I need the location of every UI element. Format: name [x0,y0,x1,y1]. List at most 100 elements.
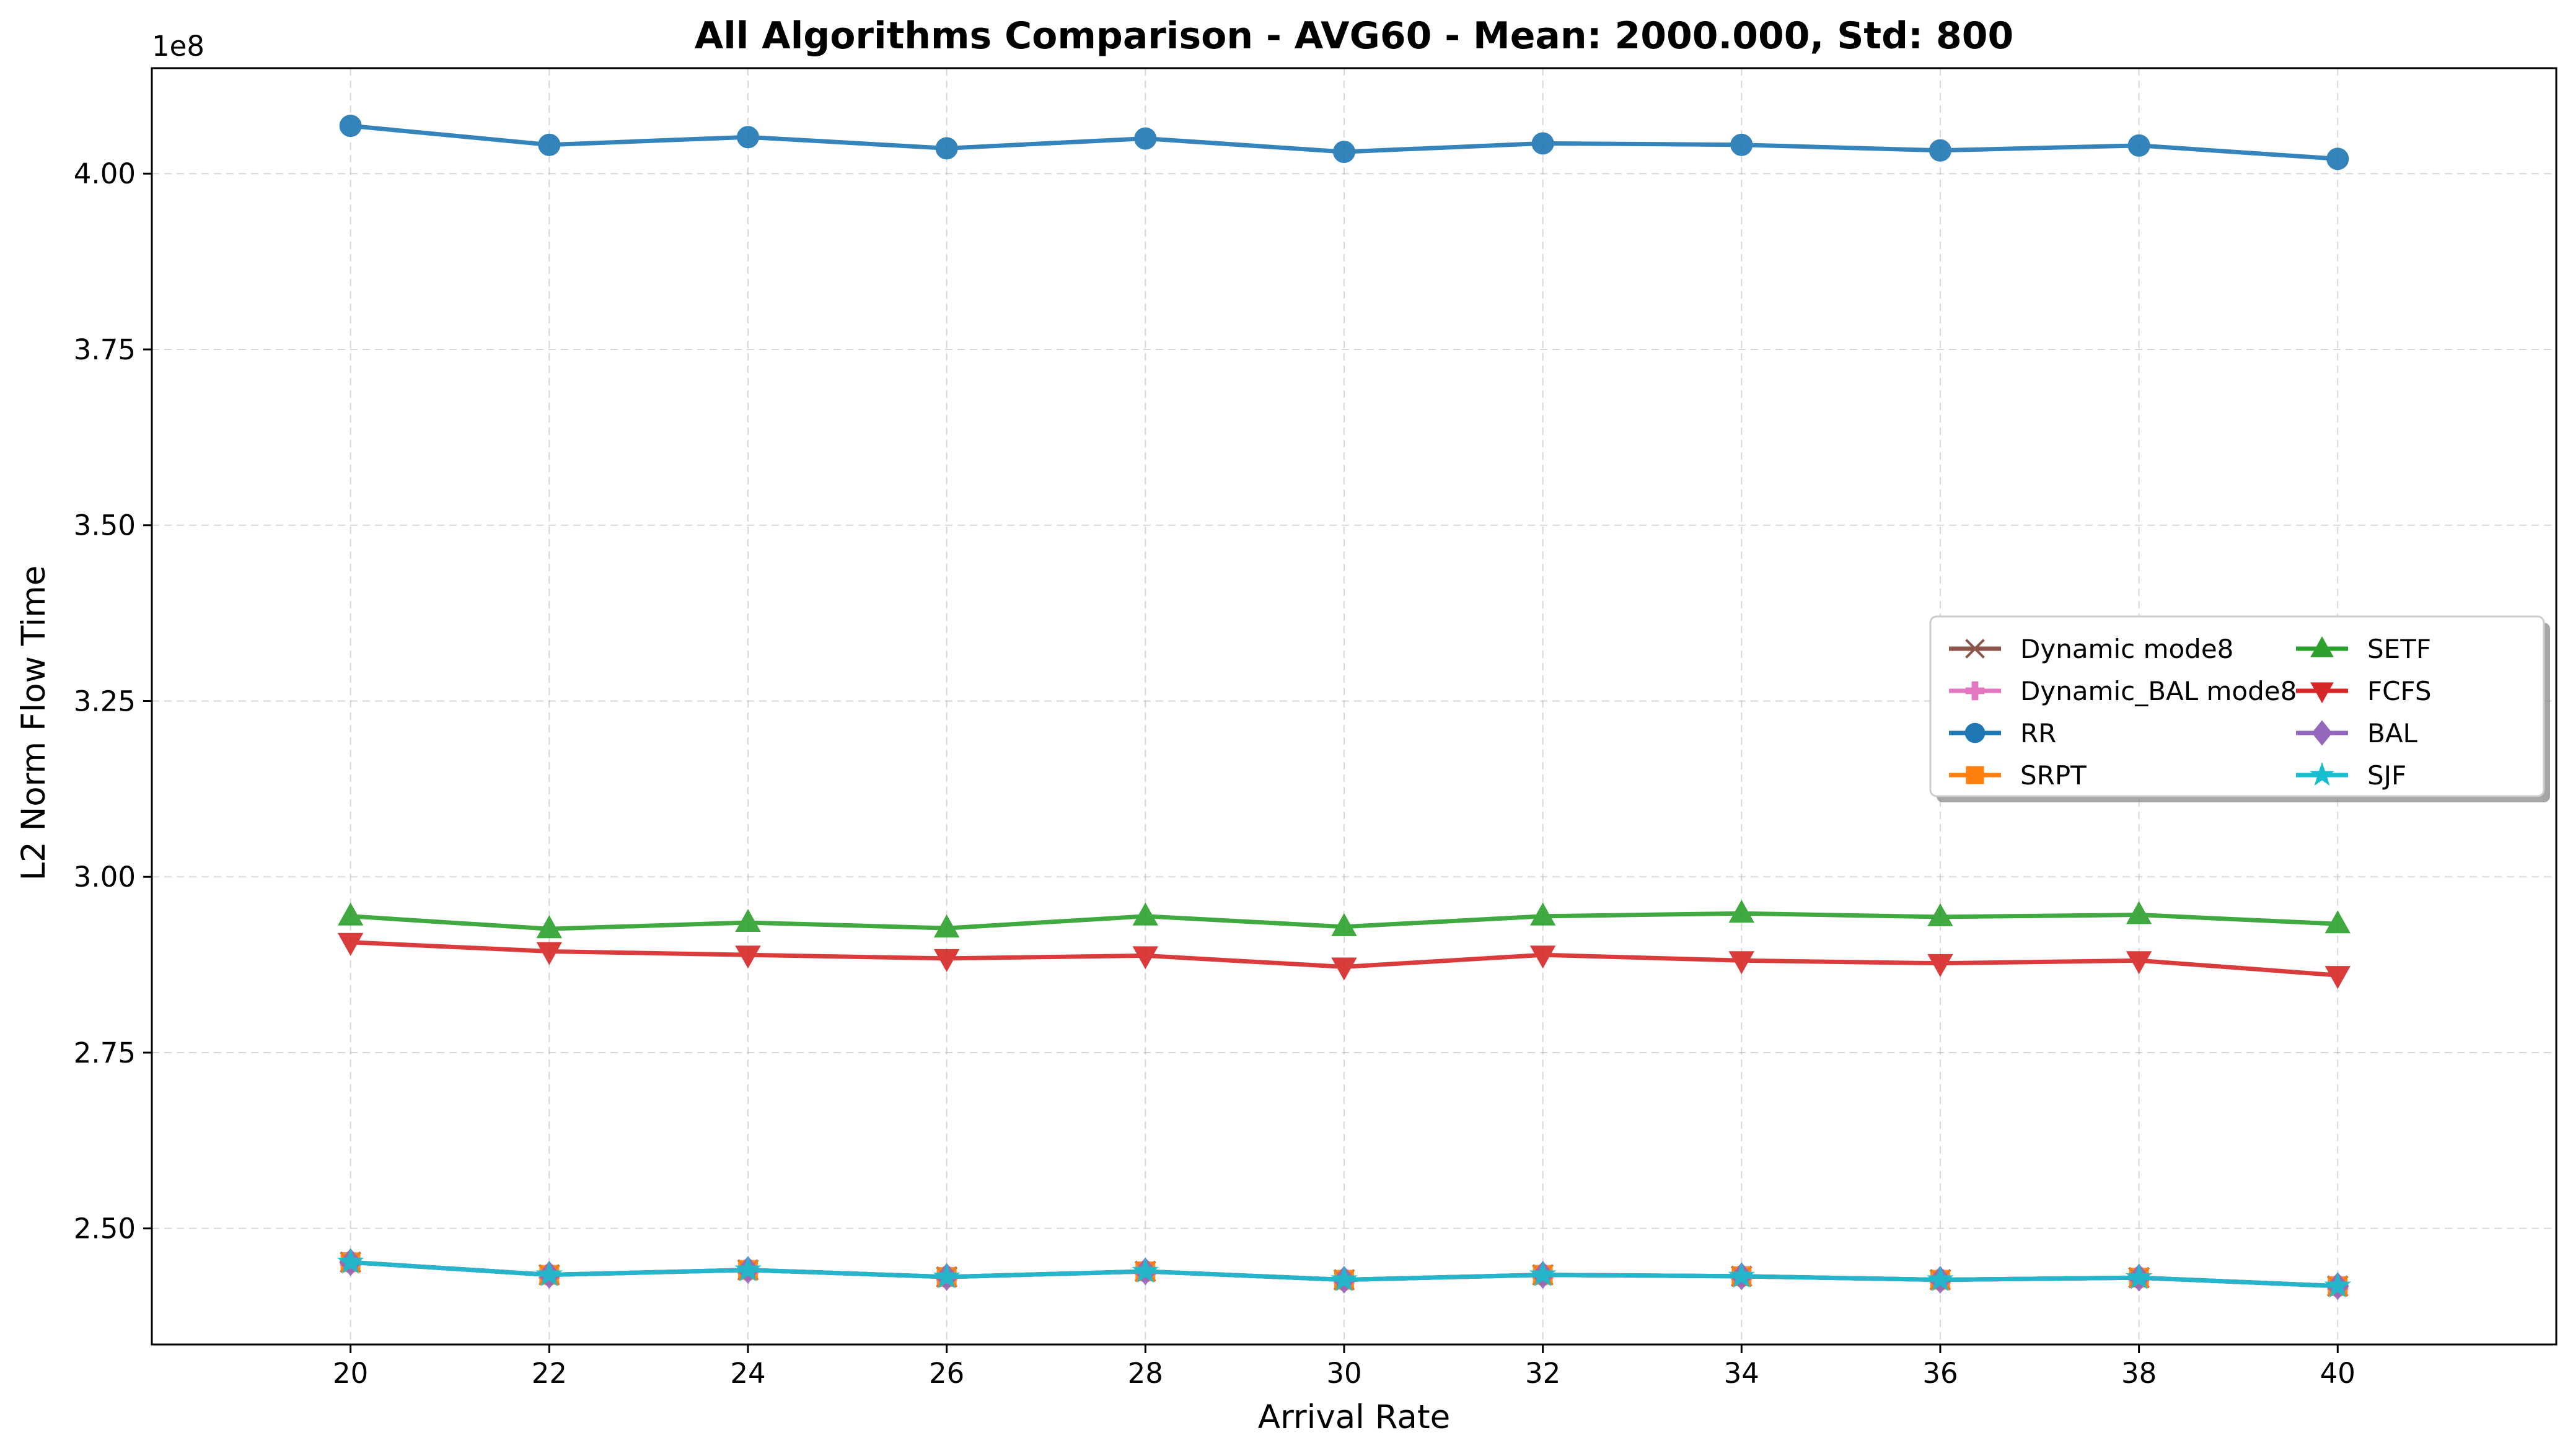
data-point [1132,1256,1159,1283]
data-point [2324,1271,2352,1298]
data-point [1529,945,1556,969]
data-point [535,1260,563,1287]
legend-label: RR [2020,718,2056,748]
legend-marker [2310,682,2334,704]
data-point [1331,913,1357,936]
marker-plus-v [1971,681,1979,701]
data-point [536,915,563,939]
data-point [2324,966,2351,989]
data-point [1132,902,1159,926]
y-tick-label: 3.25 [74,685,136,717]
data-point [1132,946,1159,970]
legend-marker [2311,720,2333,746]
y-tick-label: 3.75 [74,333,136,366]
data-point [1728,900,1754,923]
data-point [2127,134,2150,157]
legend-entry: SRPT [1949,760,2087,791]
legend-label: SETF [2367,634,2431,664]
data-point [2326,147,2349,170]
data-point [2125,1263,2153,1289]
series-rr [339,115,2349,170]
data-point [736,126,759,149]
data-point [935,137,958,160]
data-point [339,115,362,138]
data-point [2126,951,2152,975]
legend-entry: SETF [2296,634,2431,664]
legend-label: SJF [2367,760,2406,791]
data-point [337,932,364,956]
axes-ticks: 20 22 24 26 28 30 32 34 36 38 40 2.50 2.75 3.00 3.25 3.… [74,157,2355,1390]
data-point [2324,910,2351,934]
x-axis-label: Arrival Rate [1258,1398,1451,1436]
data-point [538,133,561,156]
marker-x-b [1965,639,1985,659]
grid [152,68,2556,1344]
data-point [2126,901,2152,924]
x-tick-label: 28 [1128,1357,1163,1390]
y-tick-label: 2.75 [74,1037,136,1069]
data-point [1927,954,1953,977]
data-point [336,1248,364,1274]
legend-entry: Dynamic_BAL mode8 [1949,676,2297,706]
legend-label: Dynamic_BAL mode8 [2020,676,2297,706]
x-tick-label: 20 [333,1357,368,1390]
x-tick-label: 24 [730,1357,765,1390]
data-point [337,902,364,926]
x-tick-label: 40 [2320,1357,2355,1390]
data-point [1330,1265,1358,1292]
data-point [735,908,761,932]
legend-marker [2309,761,2335,786]
x-tick-label: 38 [2121,1357,2157,1390]
data-point [1531,132,1554,155]
legend: Dynamic mode8 Dynamic_BAL mode8 RR SRPT SETF… [1929,615,2550,802]
x-tick-label: 30 [1326,1357,1361,1390]
y-tick-label: 3.00 [74,861,136,893]
data-point [735,945,761,969]
data-point [734,1255,762,1282]
legend-label: SRPT [2020,760,2087,791]
data-point [1332,141,1355,164]
data-point [1331,957,1357,981]
legend-label: Dynamic mode8 [2020,634,2233,664]
data-point [1929,139,1951,162]
legend-label: FCFS [2367,676,2432,706]
y-tick-label: 3.50 [74,509,136,542]
plot-frame [151,67,2558,1346]
series-setf [337,900,2351,939]
y-tick-label: 4.00 [74,157,136,190]
data-point [536,942,563,965]
y-axis-offset-label: 1e8 [152,30,205,63]
data-point [1927,1265,1954,1292]
data-point [1927,903,1953,926]
data-point [933,1262,961,1289]
data-point [1529,902,1556,926]
data-point [933,949,960,972]
x-tick-label: 22 [532,1357,567,1390]
chart-title: All Algorithms Comparison - AVG60 - Mean… [695,14,2013,58]
legend-marker [1964,722,1986,743]
legend-entry: RR [1949,718,2056,748]
legend-label: BAL [2367,718,2418,748]
y-tick-label: 2.50 [74,1213,136,1245]
x-tick-label: 32 [1525,1357,1560,1390]
series-layer [336,115,2352,1300]
series-sjf [336,1248,2352,1298]
legend-marker [1965,681,1985,701]
data-point [1728,951,1754,975]
data-point [1529,1260,1557,1287]
legend-entry: SJF [2296,760,2406,791]
series-fcfs [337,932,2351,989]
data-point [1134,127,1157,150]
legend-marker [1966,766,1984,784]
x-tick-label: 26 [929,1357,964,1390]
legend-entry: Dynamic mode8 [1949,634,2233,664]
legend-entry: BAL [2296,718,2418,748]
legend-box [1929,615,2545,797]
legend-entry: FCFS [2296,676,2432,706]
data-point [1728,1261,1756,1288]
legend-marker [2310,636,2334,657]
y-axis-label: L2 Norm Flow Time [15,565,53,880]
x-tick-label: 36 [1922,1357,1958,1390]
legend-marker [1965,639,1985,659]
